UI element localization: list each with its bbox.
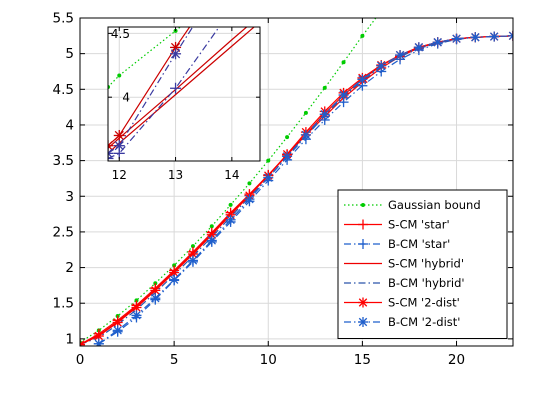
- main-y-tick-label-7: 4.5: [53, 82, 74, 98]
- main-y-tick-label-8: 5: [65, 46, 74, 62]
- inset-x-tick-label-2: 14: [224, 168, 239, 182]
- inset-series-line-2: [108, 27, 255, 154]
- main-x-tick-label-2: 10: [260, 352, 277, 368]
- main-y-tick-label-0: 1: [65, 331, 74, 347]
- main-series-6-point-1: [112, 325, 123, 336]
- inset-plot: 12 13 14 4 4.5: [107, 26, 261, 182]
- main-axes-frame: [79, 17, 514, 347]
- main-series-6-point-22: [508, 30, 513, 41]
- main-series-0-point-14: [341, 60, 346, 65]
- main-series-5-point-0: [80, 339, 85, 346]
- main-series-6-point-2: [131, 310, 142, 321]
- main-series-5-point-4: [150, 285, 161, 296]
- main-series-0-point-12: [303, 110, 308, 115]
- inset-series-layer: [108, 27, 255, 161]
- legend-marker-0: [361, 203, 365, 207]
- main-series-6-point-9: [263, 172, 274, 183]
- legend-label-6: B-CM '2-dist': [388, 315, 460, 329]
- main-series-layer: [80, 18, 513, 346]
- inset-series-4-point-0: [108, 147, 114, 159]
- main-y-tick-label-3: 2.5: [53, 224, 74, 240]
- main-y-tick-label-6: 4: [65, 117, 74, 133]
- legend-label-1: S-CM 'star': [388, 218, 450, 232]
- inset-x-tick-label-1: 13: [168, 168, 183, 182]
- main-series-6-point-18: [432, 37, 443, 48]
- main-series-0-point-10: [266, 158, 271, 163]
- inset-series-4-point-2: [170, 48, 182, 60]
- main-x-tick-label-4: 20: [448, 352, 465, 368]
- main-series-6-point-5: [187, 255, 198, 266]
- legend-item-5: S-CM '2-dist': [344, 296, 460, 310]
- inset-series-2: [108, 27, 255, 154]
- main-series-0-point-13: [322, 85, 327, 90]
- legend-marker-6: [358, 317, 368, 327]
- inset-y-tick-label-1: 4.5: [111, 27, 130, 41]
- inset-axes-frame: [107, 26, 261, 162]
- main-series-6-point-3: [150, 293, 161, 304]
- main-x-tick-label-0: 0: [76, 352, 85, 368]
- inset-series-5-point-2: [170, 82, 182, 94]
- inset-series-3-point-0: [108, 140, 114, 152]
- main-series-6-point-16: [395, 50, 406, 61]
- legend-label-3: S-CM 'hybrid': [388, 257, 464, 271]
- inset-grid: [108, 27, 260, 161]
- main-series-6-point-6: [206, 235, 217, 246]
- legend-marker-1: [358, 219, 368, 230]
- main-series-6-point-0: [93, 338, 104, 346]
- main-y-tick-label-5: 3.5: [53, 153, 74, 169]
- main-y-tick-label-2: 2: [65, 260, 74, 276]
- main-x-tick-label-3: 15: [354, 352, 371, 368]
- legend-label-5: S-CM '2-dist': [388, 296, 460, 310]
- main-series-6-point-12: [319, 109, 330, 120]
- main-series-0-point-15: [360, 33, 365, 38]
- legend-marker-5: [358, 297, 368, 308]
- inset-y-tick-label-0: 4: [122, 91, 130, 105]
- legend-item-1: S-CM 'star': [344, 218, 450, 232]
- legend-label-0: Gaussian bound: [388, 198, 481, 212]
- main-series-6-point-20: [470, 32, 481, 43]
- legend-marker-2: [358, 239, 368, 249]
- main-series-0-point-9: [247, 181, 252, 186]
- main-series-6-point-11: [300, 129, 311, 140]
- main-series-0-point-7: [209, 224, 214, 229]
- main-series-6-point-8: [244, 194, 255, 205]
- main-y-tick-label-9: 5.5: [53, 11, 74, 27]
- legend-item-6: B-CM '2-dist': [344, 315, 460, 329]
- main-series-0-point-11: [285, 135, 290, 140]
- inset-series-line-0: [108, 27, 182, 88]
- inset-series-0-point-1: [117, 73, 122, 78]
- legend: Gaussian bound S-CM 'star' B-CM 'star' S-CM…: [337, 189, 508, 339]
- main-series-6-point-13: [338, 90, 349, 101]
- legend-item-3: S-CM 'hybrid': [344, 257, 464, 271]
- main-series-0-point-6: [190, 244, 195, 249]
- main-series-6-point-7: [225, 214, 236, 225]
- inset-series-5-point-0: [108, 152, 114, 161]
- main-series-5-point-2: [112, 317, 123, 328]
- inset-series-3-point-1: [113, 129, 125, 141]
- main-series-6-point-10: [282, 151, 293, 162]
- legend-label-2: B-CM 'star': [388, 237, 450, 251]
- main-series-6-point-17: [413, 42, 424, 53]
- legend-item-2: B-CM 'star': [344, 237, 450, 251]
- legend-box: [337, 189, 508, 339]
- main-series-6: [93, 30, 513, 346]
- inset-plot-area: [108, 27, 260, 161]
- main-axes: 0 5 10 15 20 1 1.5 2 2.5 3 3.5 4 4.5 5 5.5: [53, 11, 514, 368]
- main-series-6-point-14: [357, 74, 368, 85]
- inset-x-tick-label-0: 12: [112, 168, 127, 182]
- main-series-0-point-8: [228, 202, 233, 207]
- legend-item-0: Gaussian bound: [344, 198, 481, 212]
- main-y-tick-label-1: 1.5: [53, 296, 74, 312]
- legend-label-4: B-CM 'hybrid': [388, 276, 465, 290]
- main-series-6-point-15: [376, 60, 387, 71]
- main-series-6-point-21: [489, 31, 500, 42]
- inset-axes: 12 13 14 4 4.5: [107, 26, 261, 182]
- main-series-5-point-6: [187, 249, 198, 260]
- main-x-tick-label-1: 5: [170, 352, 179, 368]
- main-series-6-point-4: [169, 274, 180, 285]
- legend-item-4: B-CM 'hybrid': [344, 276, 465, 290]
- main-series-6-point-19: [451, 33, 462, 44]
- main-y-tick-label-4: 3: [65, 189, 74, 205]
